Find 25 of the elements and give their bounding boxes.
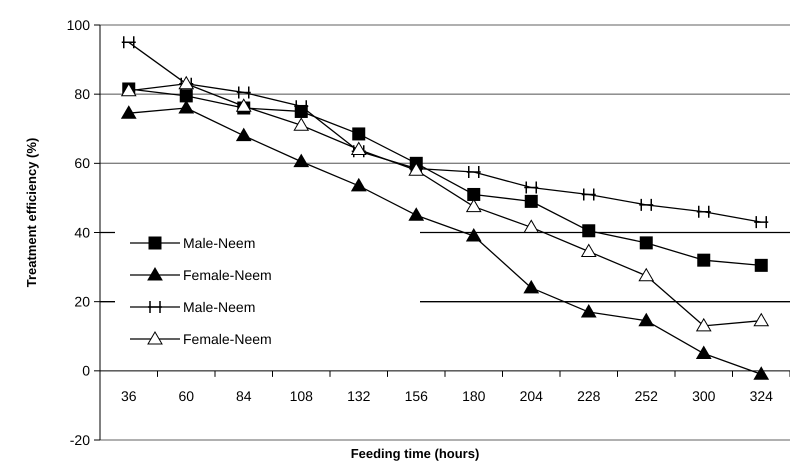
y-tick-label: 20 [74,294,90,310]
y-tick-label: 60 [74,155,90,172]
legend-label: Female-Neem [183,330,272,347]
legend-label: Male-Neem [183,298,256,315]
x-tick-label: 252 [634,388,658,404]
y-tick-label: 40 [74,224,90,240]
legend-label: Female-Neem [183,266,272,283]
x-tick-label: 60 [178,388,194,404]
x-tick-label: 84 [236,388,252,404]
x-tick-label: 300 [692,388,716,404]
x-tick-label: 132 [347,388,371,404]
y-axis-title: Treatment efficiency (%) [24,138,39,288]
x-tick-label: 180 [462,388,486,404]
y-tick-label: -20 [70,432,90,448]
x-tick-label: 204 [520,388,544,404]
y-tick-label: 0 [82,362,90,379]
x-tick-label: 36 [120,388,137,404]
x-tick-label: 108 [290,388,314,404]
legend-label: Male-Neem [183,234,256,251]
x-tick-label: 156 [404,388,428,404]
y-tick-label: 100 [66,16,90,33]
x-axis-title: Feeding time (hours) [350,446,480,461]
x-tick-label: 228 [577,388,601,404]
y-tick-label: 80 [74,86,90,102]
x-tick-label: 324 [750,388,774,404]
